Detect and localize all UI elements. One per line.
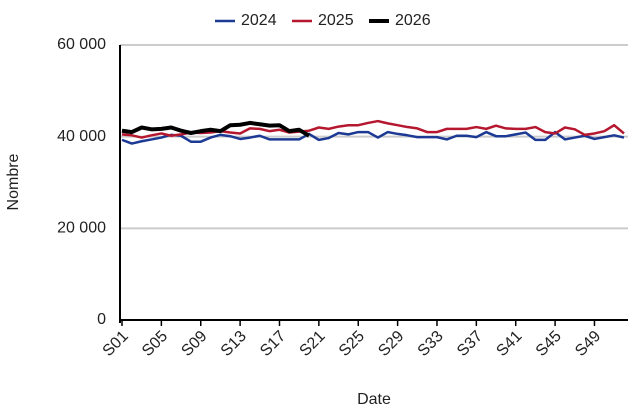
x-tick-label: S49: [572, 328, 604, 360]
legend-label: 2025: [318, 12, 354, 29]
y-tick-label: 0: [97, 311, 106, 328]
legend-label: 2026: [395, 12, 431, 29]
x-tick-label: S09: [178, 328, 210, 360]
x-tick-label: S21: [297, 328, 329, 360]
y-tick-label: 60 000: [57, 36, 106, 53]
x-axis-title: Date: [357, 391, 391, 408]
x-tick-label: S33: [415, 328, 447, 360]
y-axis-title: Nombre: [5, 153, 22, 210]
x-tick-label: S41: [493, 328, 525, 360]
x-tick-label: S13: [218, 328, 250, 360]
line-series: [121, 130, 625, 145]
x-tick-label: S01: [100, 328, 132, 360]
line-series: [121, 120, 311, 138]
x-tick-label: S17: [257, 328, 289, 360]
x-tick-label: S25: [336, 328, 368, 360]
x-tick-label: S37: [454, 328, 486, 360]
y-tick-label: 20 000: [57, 220, 106, 237]
x-tick-label: S45: [533, 328, 565, 360]
legend-label: 2024: [241, 12, 277, 29]
x-tick-label: S05: [139, 328, 171, 360]
line-series: [121, 119, 625, 139]
y-tick-label: 40 000: [57, 128, 106, 145]
x-tick-label: S29: [375, 328, 407, 360]
